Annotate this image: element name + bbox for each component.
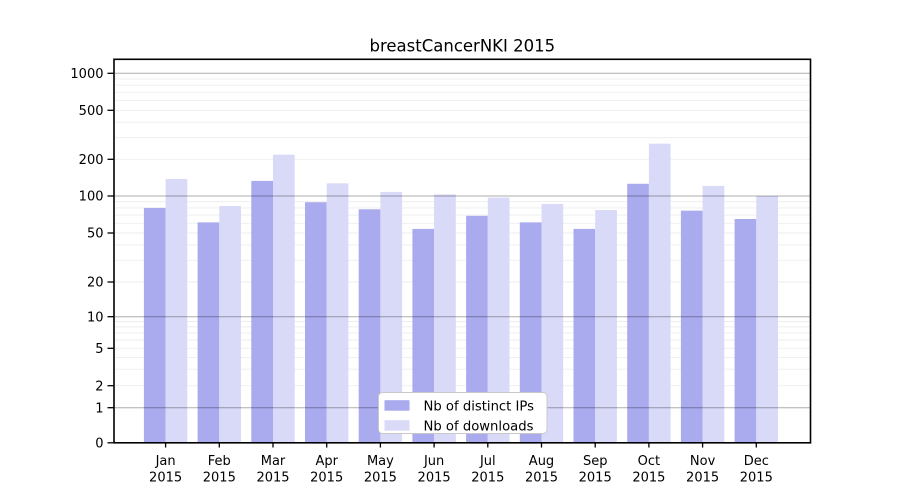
y-tick-label: 5 [95,342,103,357]
bar-downloads-mar [273,154,295,443]
bar-downloads-jul [487,197,510,443]
y-tick-label: 100 [79,190,104,205]
bar-downloads-dec [756,196,778,443]
x-tick-label-year: 2015 [579,471,612,486]
bar-downloads-feb [219,205,241,443]
x-tick-label-month: Nov [690,454,716,469]
x-tick-label-month: Feb [208,454,231,469]
bar-distinct-ips-jun [412,228,435,443]
bar-distinct-ips-may [358,209,381,443]
y-tick-label: 20 [87,276,104,291]
y-tick-label: 500 [79,104,104,119]
bar-distinct-ips-jul [466,215,488,443]
x-axis: Jan 2015 Feb 2015 Mar 2015 Apr 2015 May 2015 Jun 20… [149,442,773,486]
bar-downloads-oct [648,143,671,443]
x-tick-label-month: Dec [744,454,769,469]
x-tick-label-year: 2015 [364,471,397,486]
bar-downloads-jan [165,178,188,443]
x-tick-label-year: 2015 [740,471,773,486]
bar-distinct-ips-mar [251,180,273,443]
x-tick-label-month: May [367,454,394,469]
bar-distinct-ips-apr [305,202,327,443]
x-tick-label-month: Aug [529,454,554,469]
x-tick-label-year: 2015 [310,471,343,486]
chart-title: breastCancerNKI 2015 [370,37,556,56]
bar-distinct-ips-oct [627,183,649,443]
x-tick-label-month: Sep [583,454,608,469]
x-tick-label-month: Apr [315,454,338,469]
bar-downloads-sep [595,209,617,443]
legend-label-distinct-ips: Nb of distinct IPs [424,399,535,414]
bar-distinct-ips-feb [197,222,220,443]
x-tick-label-month: Jun [423,454,444,469]
bar-distinct-ips-dec [734,218,757,443]
legend-box [378,392,548,434]
x-tick-label-year: 2015 [256,471,289,486]
x-tick-label-year: 2015 [525,471,558,486]
x-tick-label-year: 2015 [686,471,719,486]
y-tick-label: 0 [95,436,103,451]
bar-downloads-jun [434,194,456,443]
x-tick-label-month: Oct [638,454,660,469]
bar-distinct-ips-aug [519,222,542,443]
x-tick-label-month: Jan [155,454,176,469]
legend-swatch-distinct-ips [384,400,410,411]
y-tick-label: 200 [79,153,104,168]
y-axis: 0 1 2 5 10 20 50 100 200 500 1000 [70,67,114,451]
x-tick-label-year: 2015 [203,471,236,486]
y-tick-label: 1000 [70,67,103,82]
x-tick-label-month: Mar [261,454,286,469]
y-tick-label: 10 [87,310,104,325]
y-tick-label: 2 [95,379,103,394]
legend-swatch-downloads [384,420,410,431]
y-tick-label: 50 [87,227,104,242]
bar-downloads-apr [326,183,349,443]
bar-downloads-aug [541,204,564,443]
legend-label-downloads: Nb of downloads [424,419,534,434]
x-tick-label-year: 2015 [632,471,665,486]
bar-distinct-ips-jan [143,207,166,443]
x-tick-label-year: 2015 [471,471,504,486]
bar-downloads-may [380,191,403,443]
x-tick-label-year: 2015 [149,471,182,486]
bar-downloads-nov [702,185,725,443]
bar-distinct-ips-nov [680,210,703,443]
x-tick-label-year: 2015 [418,471,451,486]
bar-distinct-ips-sep [573,228,596,443]
legend: Nb of distinct IPs Nb of downloads [378,392,548,434]
y-tick-label: 1 [95,401,103,416]
bars-layer [143,143,778,443]
x-tick-label-month: Jul [479,454,496,469]
plot-frame [113,58,812,444]
